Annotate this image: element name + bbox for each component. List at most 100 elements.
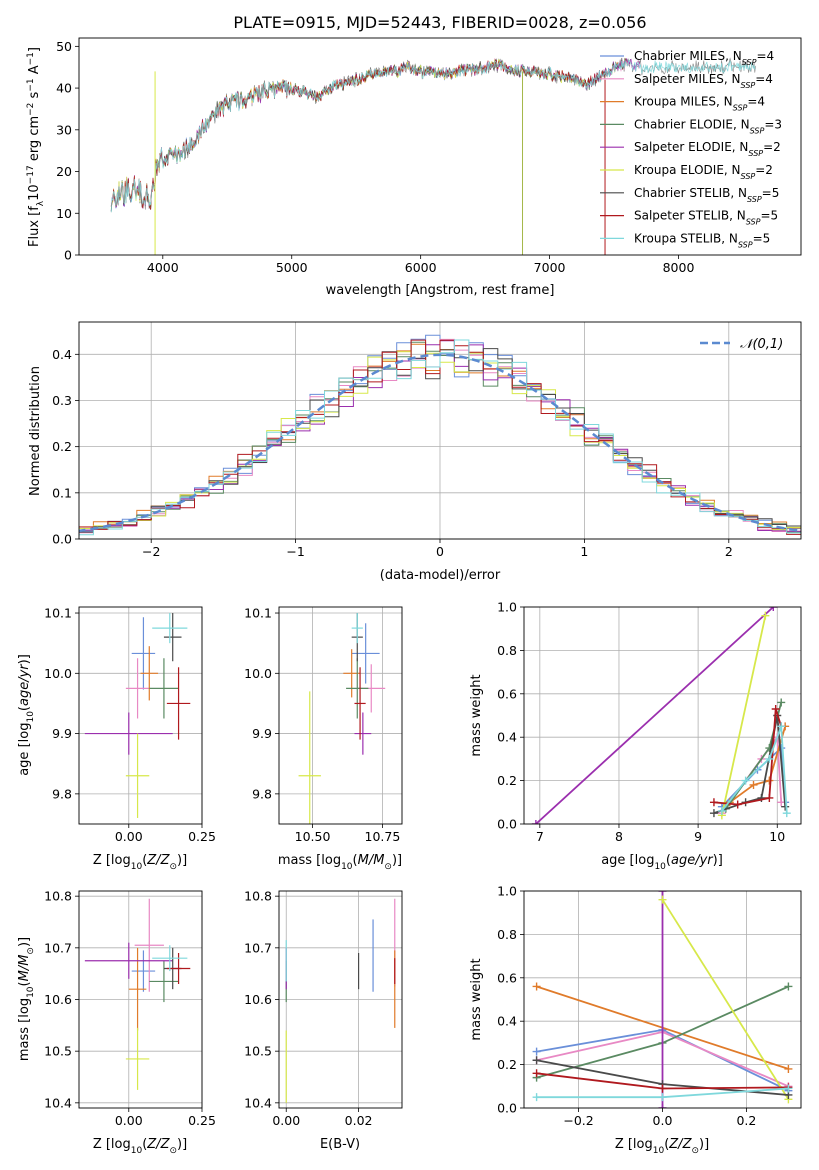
panel-age_vs_Z: 0.00 0.25 9.8 9.9 10.0 10.1 Z [log10(Z/Z⊙)] age… <box>17 606 216 872</box>
y-tick-label: 10.6 <box>244 992 272 1007</box>
x-axis-label: mass [log10(M/M⊙)] <box>278 853 402 872</box>
y-tick-label: 30 <box>56 122 72 137</box>
x-tick-label: 2 <box>725 544 733 559</box>
y-tick-label: 9.9 <box>252 726 272 741</box>
legend-label-7: Salpeter STELIB, NSSP=5 <box>634 209 778 227</box>
plot-area-age_vs_Z <box>84 613 191 818</box>
weight-marker-1 <box>777 798 786 807</box>
y-tick-label: 10.7 <box>244 940 272 955</box>
y-tick-label: 40 <box>56 81 72 96</box>
x-tick-label: 0 <box>436 544 444 559</box>
y-tick-label: 10 <box>56 206 72 221</box>
y-tick-label: 0.6 <box>497 970 517 985</box>
y-tick-label: 10.4 <box>244 1095 272 1110</box>
weight-marker-4 <box>658 1104 667 1108</box>
plot-area-mass_vs_Z <box>84 898 191 1090</box>
x-tick-label: −0.2 <box>563 1113 593 1128</box>
y-tick-label: 0.0 <box>52 532 72 547</box>
y-tick-label: 50 <box>56 39 72 54</box>
legend-label-0: Chabrier MILES, NSSP=4 <box>634 49 774 67</box>
y-tick-label: 10.8 <box>44 889 72 904</box>
axes-frame <box>278 606 403 825</box>
x-axis-label: Z [log10(Z/Z⊙)] <box>615 1137 709 1156</box>
y-tick-label: 0.2 <box>52 439 72 454</box>
weight-marker-8 <box>658 1093 667 1102</box>
y-tick-label: 0.4 <box>52 347 72 362</box>
weight-marker-3 <box>784 982 793 991</box>
legend-label-8: Kroupa STELIB, NSSP=5 <box>634 231 770 249</box>
weight-marker-5 <box>658 895 667 904</box>
weight-marker-6 <box>532 1056 541 1065</box>
panel-mass_vs_ebv: 0.00 0.02 10.4 10.5 10.6 10.7 10.8 E(B-V) <box>244 889 403 1152</box>
x-axis-label: Z [log10(Z/Z⊙)] <box>93 853 187 872</box>
weight-marker-7 <box>733 800 742 809</box>
weight-marker-4 <box>531 820 540 824</box>
weight-marker-8 <box>741 776 750 785</box>
x-tick-label: 0.00 <box>272 1113 300 1128</box>
y-tick-label: 10.5 <box>244 1044 272 1059</box>
legend-label-6: Chabrier STELIB, NSSP=5 <box>634 186 779 204</box>
weight-marker-8 <box>765 754 774 763</box>
weight-marker-7 <box>532 1069 541 1078</box>
x-axis-label: wavelength [Angstrom, rest frame] <box>326 283 555 298</box>
x-tick-label: −2 <box>142 544 160 559</box>
panel-spectrum: 4000 5000 6000 7000 8000 0 10 20 30 40 50 wavelengt… <box>26 37 802 298</box>
figure-title: PLATE=0915, MJD=52443, FIBERID=0028, z=0… <box>233 13 646 32</box>
y-tick-label: 0.8 <box>497 643 517 658</box>
weight-marker-8 <box>777 722 786 731</box>
x-tick-label: 0.0 <box>653 1113 673 1128</box>
x-tick-label: 0.00 <box>115 829 143 844</box>
model-spectrum-6 <box>110 57 627 211</box>
plot-area-mass_weight_vs_Z <box>532 891 793 1108</box>
legend-label-1: Salpeter MILES, NSSP=4 <box>634 72 773 90</box>
weight-line-5 <box>721 615 767 816</box>
plot-area-mass_vs_ebv <box>285 898 396 1103</box>
weight-marker-4 <box>769 607 778 611</box>
y-tick-label: 0.4 <box>497 1014 517 1029</box>
x-tick-label: 7 <box>536 829 544 844</box>
weight-line-4 <box>535 607 774 824</box>
y-tick-label: 10.7 <box>44 940 72 955</box>
y-axis-label: Flux [fλ10−17 erg cm−2 s−1 A−1] <box>26 47 46 247</box>
legend-label-3: Chabrier ELODIE, NSSP=3 <box>634 117 782 135</box>
weight-marker-8 <box>784 1084 793 1093</box>
x-tick-label: 0.00 <box>115 1113 143 1128</box>
x-tick-label: 7000 <box>534 260 566 275</box>
legend-label-normal: 𝒩(0,1) <box>740 337 783 352</box>
y-tick-label: 10.1 <box>244 606 272 621</box>
x-tick-label: 6000 <box>405 260 437 275</box>
weight-marker-2 <box>749 780 758 789</box>
x-tick-label: 0.2 <box>736 1113 756 1128</box>
x-tick-label: −1 <box>286 544 304 559</box>
y-tick-label: 9.8 <box>52 786 72 801</box>
model-spectrum-3 <box>110 58 602 213</box>
normal-reference-curve <box>79 353 801 533</box>
x-tick-label: 10.75 <box>365 829 401 844</box>
y-tick-label: 0.1 <box>52 485 72 500</box>
y-tick-label: 20 <box>56 164 72 179</box>
plot-area-mass_weight_vs_age <box>531 607 791 824</box>
y-tick-label: 10.1 <box>44 606 72 621</box>
y-tick-label: 0.2 <box>497 1057 517 1072</box>
y-tick-label: 9.9 <box>52 726 72 741</box>
y-tick-label: 0.3 <box>52 393 72 408</box>
y-tick-label: 0 <box>64 248 72 263</box>
plot-area-residuals <box>79 334 801 537</box>
y-axis-label: mass [log10(M/M⊙)] <box>17 937 36 1061</box>
y-tick-label: 10.4 <box>44 1095 72 1110</box>
model-spectrum-5 <box>110 59 589 209</box>
weight-marker-4 <box>658 891 667 895</box>
x-axis-label: Z [log10(Z/Z⊙)] <box>93 1137 187 1156</box>
histogram-step-8 <box>79 339 801 537</box>
weight-marker-7 <box>658 1084 667 1093</box>
x-tick-label: 10 <box>769 829 785 844</box>
y-tick-label: 9.8 <box>252 786 272 801</box>
x-axis-label: age [log10(age/yr)] <box>601 853 723 872</box>
y-tick-label: 10.5 <box>44 1044 72 1059</box>
weight-marker-8 <box>782 809 791 818</box>
weight-marker-8 <box>532 1093 541 1102</box>
y-axis-label: Normed distribution <box>28 366 43 496</box>
x-tick-label: 5000 <box>276 260 308 275</box>
x-axis-label: E(B-V) <box>320 1137 360 1152</box>
